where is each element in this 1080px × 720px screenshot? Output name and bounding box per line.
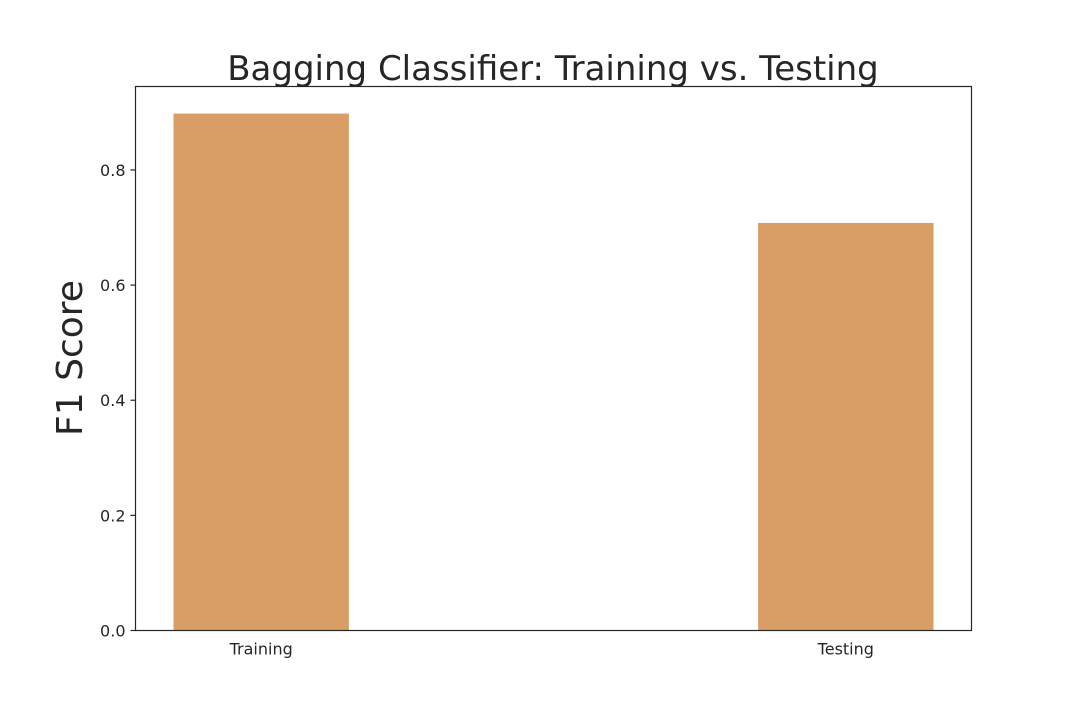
x-axis: Training Testing (229, 640, 874, 659)
y-tick-label: 0.4 (100, 391, 125, 410)
y-axis: 0.0 0.2 0.4 0.6 0.8 (100, 161, 136, 641)
bar-training (173, 113, 349, 631)
x-tick-label-training: Training (229, 640, 293, 659)
y-tick-label: 0.8 (100, 161, 125, 180)
plot-frame (134, 85, 973, 632)
y-tick-label: 0.0 (100, 622, 125, 641)
bar-testing (758, 222, 934, 631)
x-tick-label-testing: Testing (817, 640, 874, 659)
y-tick-label: 0.6 (100, 276, 125, 295)
bars-group (173, 113, 934, 631)
y-tick-label: 0.2 (100, 506, 125, 525)
chart-title: Bagging Classifier: Training vs. Testing (227, 49, 879, 89)
y-axis-label: F1 Score (50, 280, 91, 436)
